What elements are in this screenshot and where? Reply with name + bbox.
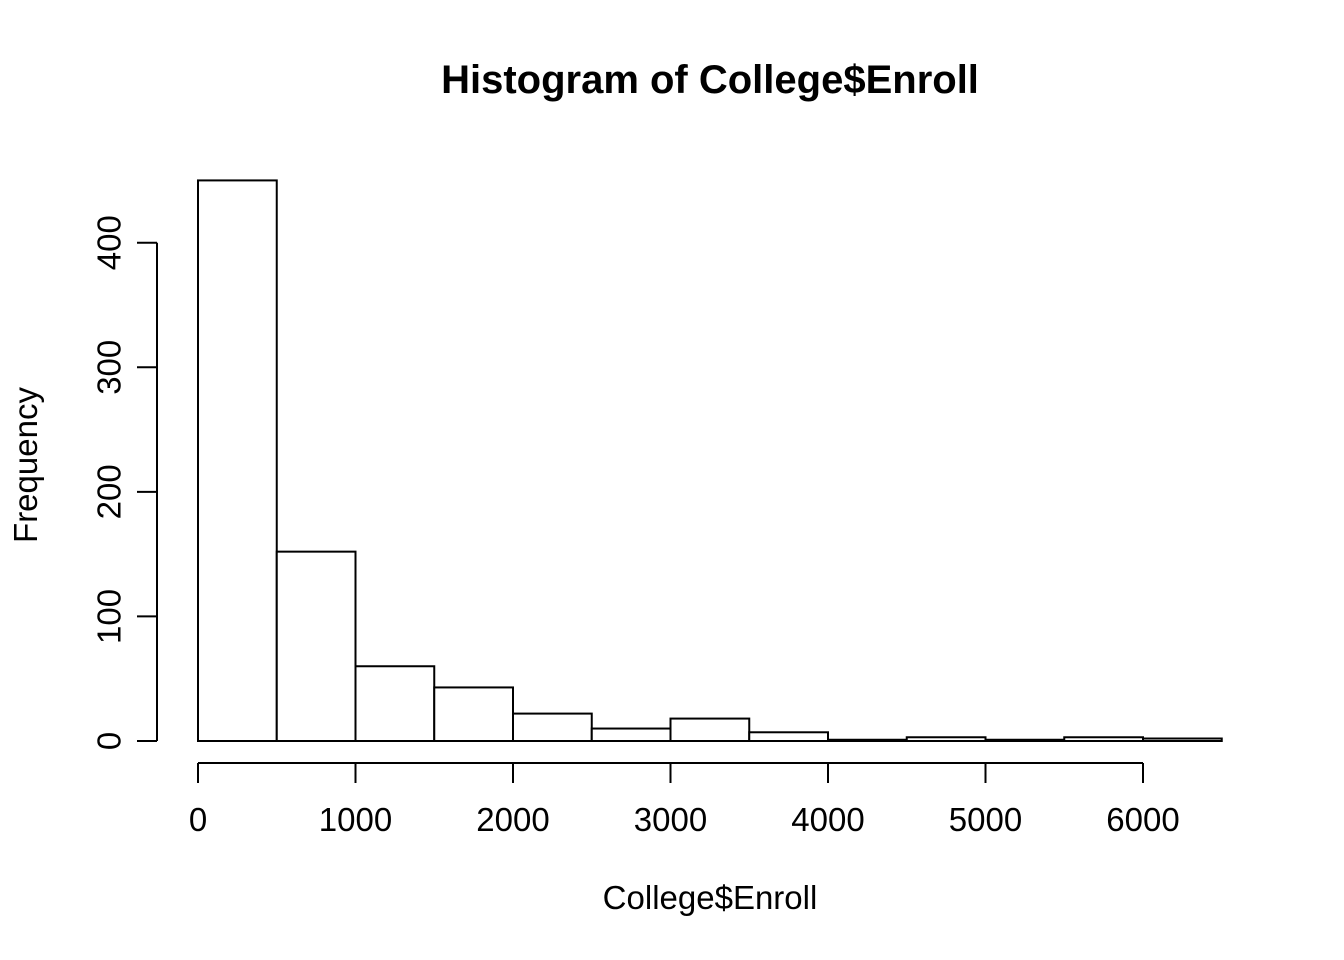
- histogram-bar: [590, 727, 672, 742]
- histogram-bar: [512, 712, 593, 743]
- y-tick-label: 200: [91, 464, 128, 519]
- x-tick-label: 0: [189, 801, 207, 838]
- y-axis-label: Frequency: [7, 387, 44, 543]
- histogram-bar: [354, 665, 436, 743]
- histogram-bar: [433, 686, 514, 742]
- histogram-bar: [748, 731, 829, 742]
- histogram-bar: [275, 550, 357, 742]
- y-tick-label: 0: [91, 732, 128, 750]
- x-tick-label: 3000: [634, 801, 707, 838]
- histogram-bar: [827, 738, 908, 743]
- histogram-bar: [1063, 736, 1144, 743]
- x-tick-label: 1000: [319, 801, 392, 838]
- y-tick-label: 400: [91, 215, 128, 270]
- y-tick-label: 300: [91, 340, 128, 395]
- x-tick-label: 6000: [1106, 801, 1179, 838]
- chart-title: Histogram of College$Enroll: [441, 58, 979, 102]
- histogram-bar: [1142, 737, 1223, 742]
- histogram-bar: [197, 179, 278, 743]
- y-tick-label: 100: [91, 589, 128, 644]
- x-tick-label: 2000: [476, 801, 549, 838]
- histogram-bar: [984, 738, 1066, 743]
- x-tick-label: 4000: [791, 801, 864, 838]
- x-tick-label: 5000: [949, 801, 1022, 838]
- histogram-bar: [905, 736, 987, 743]
- histogram-bar: [669, 717, 751, 742]
- x-axis-label: College$Enroll: [602, 879, 818, 916]
